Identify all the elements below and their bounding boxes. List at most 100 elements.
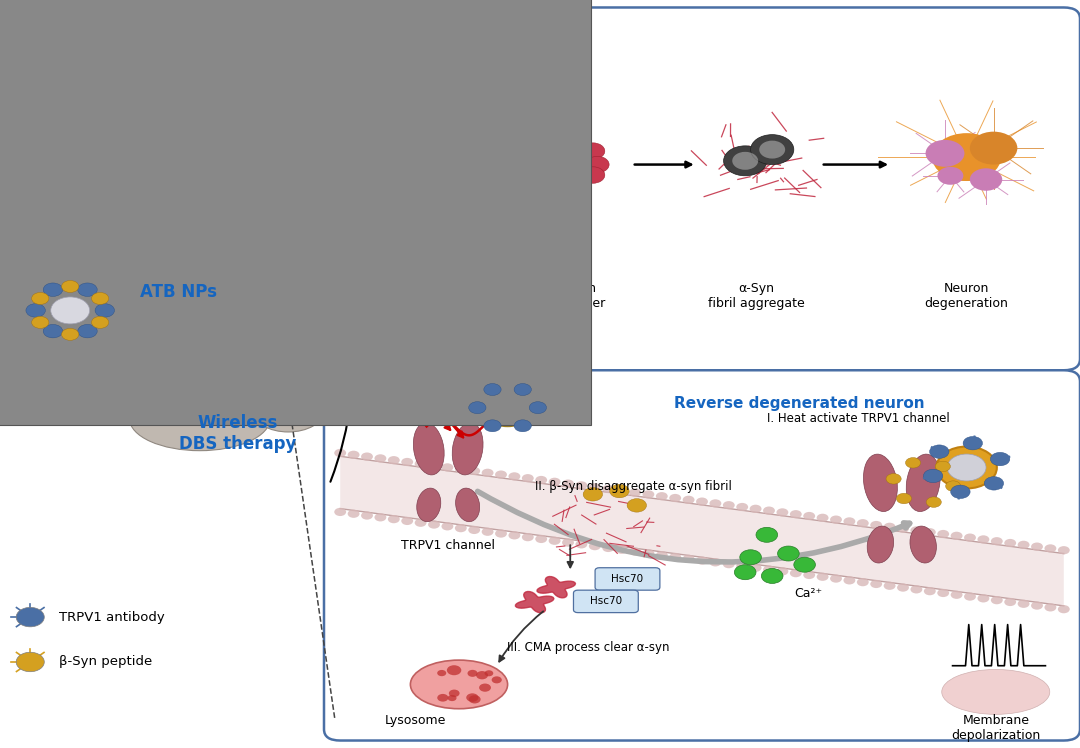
Circle shape	[831, 574, 842, 583]
Circle shape	[710, 500, 721, 508]
Circle shape	[831, 515, 842, 524]
Circle shape	[581, 143, 605, 159]
Text: II. β-Syn disaggregate α-syn fibril: II. β-Syn disaggregate α-syn fibril	[535, 479, 731, 493]
Circle shape	[509, 531, 521, 539]
Circle shape	[964, 533, 976, 542]
Circle shape	[585, 156, 609, 173]
Circle shape	[576, 481, 588, 489]
Circle shape	[51, 297, 90, 324]
Circle shape	[415, 518, 427, 527]
Circle shape	[295, 376, 321, 394]
Circle shape	[442, 463, 454, 471]
Circle shape	[31, 292, 49, 304]
Circle shape	[335, 508, 346, 516]
Circle shape	[361, 512, 373, 520]
Circle shape	[724, 146, 767, 176]
Circle shape	[950, 485, 970, 498]
Ellipse shape	[942, 669, 1050, 714]
Circle shape	[402, 517, 414, 525]
Circle shape	[670, 494, 681, 502]
Circle shape	[482, 527, 494, 536]
Circle shape	[870, 580, 882, 588]
Circle shape	[546, 156, 570, 173]
Circle shape	[529, 402, 546, 414]
Circle shape	[62, 328, 79, 340]
Ellipse shape	[453, 423, 483, 475]
Circle shape	[816, 573, 828, 581]
Circle shape	[428, 462, 440, 470]
Polygon shape	[515, 592, 554, 613]
Circle shape	[562, 539, 573, 547]
Text: I. Heat activate TRPV1 channel: I. Heat activate TRPV1 channel	[767, 412, 950, 426]
Circle shape	[759, 141, 785, 159]
Circle shape	[589, 542, 600, 551]
Circle shape	[856, 519, 868, 527]
Circle shape	[950, 532, 962, 540]
FancyBboxPatch shape	[324, 7, 1080, 370]
Circle shape	[886, 473, 901, 484]
Circle shape	[710, 558, 721, 566]
FancyArrowPatch shape	[261, 192, 352, 482]
Circle shape	[683, 496, 694, 504]
Circle shape	[484, 420, 501, 432]
Text: Neuron
degeneration: Neuron degeneration	[924, 283, 1009, 310]
Circle shape	[495, 530, 507, 538]
Circle shape	[897, 583, 909, 592]
Polygon shape	[254, 373, 265, 402]
Circle shape	[734, 565, 756, 580]
Text: NIR: NIR	[383, 402, 416, 420]
Polygon shape	[32, 37, 167, 299]
Circle shape	[970, 168, 1002, 191]
Circle shape	[375, 513, 387, 521]
Circle shape	[1004, 539, 1016, 547]
Circle shape	[970, 132, 1017, 165]
Circle shape	[963, 437, 983, 450]
Circle shape	[603, 485, 615, 493]
Circle shape	[804, 512, 815, 520]
Circle shape	[549, 478, 561, 486]
Circle shape	[415, 460, 427, 468]
Circle shape	[990, 596, 1002, 604]
Circle shape	[603, 544, 615, 552]
Circle shape	[522, 474, 534, 482]
Circle shape	[581, 167, 605, 183]
Text: ATB NPs: ATB NPs	[140, 283, 217, 301]
Circle shape	[883, 582, 895, 590]
Circle shape	[946, 481, 961, 491]
Circle shape	[789, 569, 801, 577]
Circle shape	[910, 585, 922, 593]
Ellipse shape	[910, 526, 936, 563]
Circle shape	[937, 530, 949, 538]
Circle shape	[756, 527, 778, 542]
Circle shape	[481, 389, 535, 426]
Circle shape	[723, 501, 734, 509]
Circle shape	[897, 524, 909, 533]
Circle shape	[260, 399, 280, 412]
Polygon shape	[404, 151, 451, 174]
Circle shape	[856, 578, 868, 586]
Circle shape	[926, 140, 964, 167]
Circle shape	[696, 557, 708, 565]
Circle shape	[937, 167, 963, 185]
Circle shape	[536, 535, 548, 543]
Circle shape	[1031, 601, 1043, 610]
Circle shape	[923, 587, 935, 595]
Circle shape	[750, 564, 761, 572]
Circle shape	[923, 469, 943, 482]
Circle shape	[43, 283, 63, 296]
Circle shape	[522, 533, 534, 542]
Circle shape	[78, 325, 97, 338]
Text: Hsc70: Hsc70	[590, 596, 622, 607]
Circle shape	[514, 384, 531, 396]
Circle shape	[1057, 546, 1069, 554]
Text: α-Syn
monomer: α-Syn monomer	[391, 283, 451, 310]
Circle shape	[816, 514, 828, 522]
Circle shape	[92, 316, 109, 328]
Circle shape	[616, 487, 627, 495]
Circle shape	[935, 462, 950, 472]
Circle shape	[1004, 598, 1016, 606]
Circle shape	[402, 458, 414, 466]
Circle shape	[1017, 600, 1029, 608]
Circle shape	[990, 537, 1002, 545]
Circle shape	[335, 449, 346, 457]
